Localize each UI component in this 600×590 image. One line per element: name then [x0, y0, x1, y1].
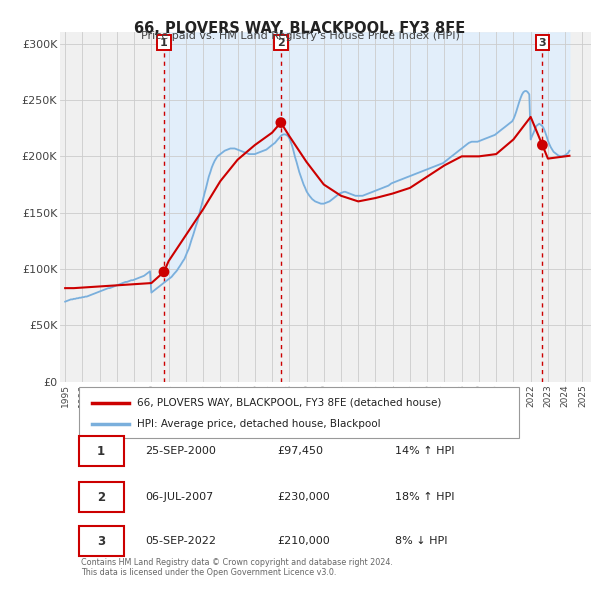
Point — [538, 140, 547, 150]
Text: £230,000: £230,000 — [278, 492, 331, 502]
FancyBboxPatch shape — [79, 526, 124, 556]
Point — [276, 118, 286, 127]
Text: 1: 1 — [97, 445, 105, 458]
Text: 66, PLOVERS WAY, BLACKPOOL, FY3 8FE (detached house): 66, PLOVERS WAY, BLACKPOOL, FY3 8FE (det… — [137, 398, 442, 408]
Text: £210,000: £210,000 — [278, 536, 331, 546]
Text: 2: 2 — [277, 38, 285, 48]
Text: 2: 2 — [97, 491, 105, 504]
Text: 66, PLOVERS WAY, BLACKPOOL, FY3 8FE: 66, PLOVERS WAY, BLACKPOOL, FY3 8FE — [134, 21, 466, 35]
Text: Contains HM Land Registry data © Crown copyright and database right 2024.
This d: Contains HM Land Registry data © Crown c… — [81, 558, 393, 577]
Text: Price paid vs. HM Land Registry's House Price Index (HPI): Price paid vs. HM Land Registry's House … — [140, 31, 460, 41]
Text: 06-JUL-2007: 06-JUL-2007 — [145, 492, 213, 502]
Text: £97,450: £97,450 — [278, 447, 324, 457]
FancyBboxPatch shape — [79, 483, 124, 512]
Text: 14% ↑ HPI: 14% ↑ HPI — [395, 447, 454, 457]
FancyBboxPatch shape — [79, 437, 124, 467]
Text: 25-SEP-2000: 25-SEP-2000 — [145, 447, 216, 457]
Text: 3: 3 — [539, 38, 546, 48]
Text: HPI: Average price, detached house, Blackpool: HPI: Average price, detached house, Blac… — [137, 418, 380, 428]
FancyBboxPatch shape — [79, 386, 520, 438]
Point — [159, 267, 169, 277]
Text: 05-SEP-2022: 05-SEP-2022 — [145, 536, 216, 546]
Text: 3: 3 — [97, 535, 105, 548]
Text: 18% ↑ HPI: 18% ↑ HPI — [395, 492, 454, 502]
Text: 1: 1 — [160, 38, 168, 48]
Text: 8% ↓ HPI: 8% ↓ HPI — [395, 536, 447, 546]
